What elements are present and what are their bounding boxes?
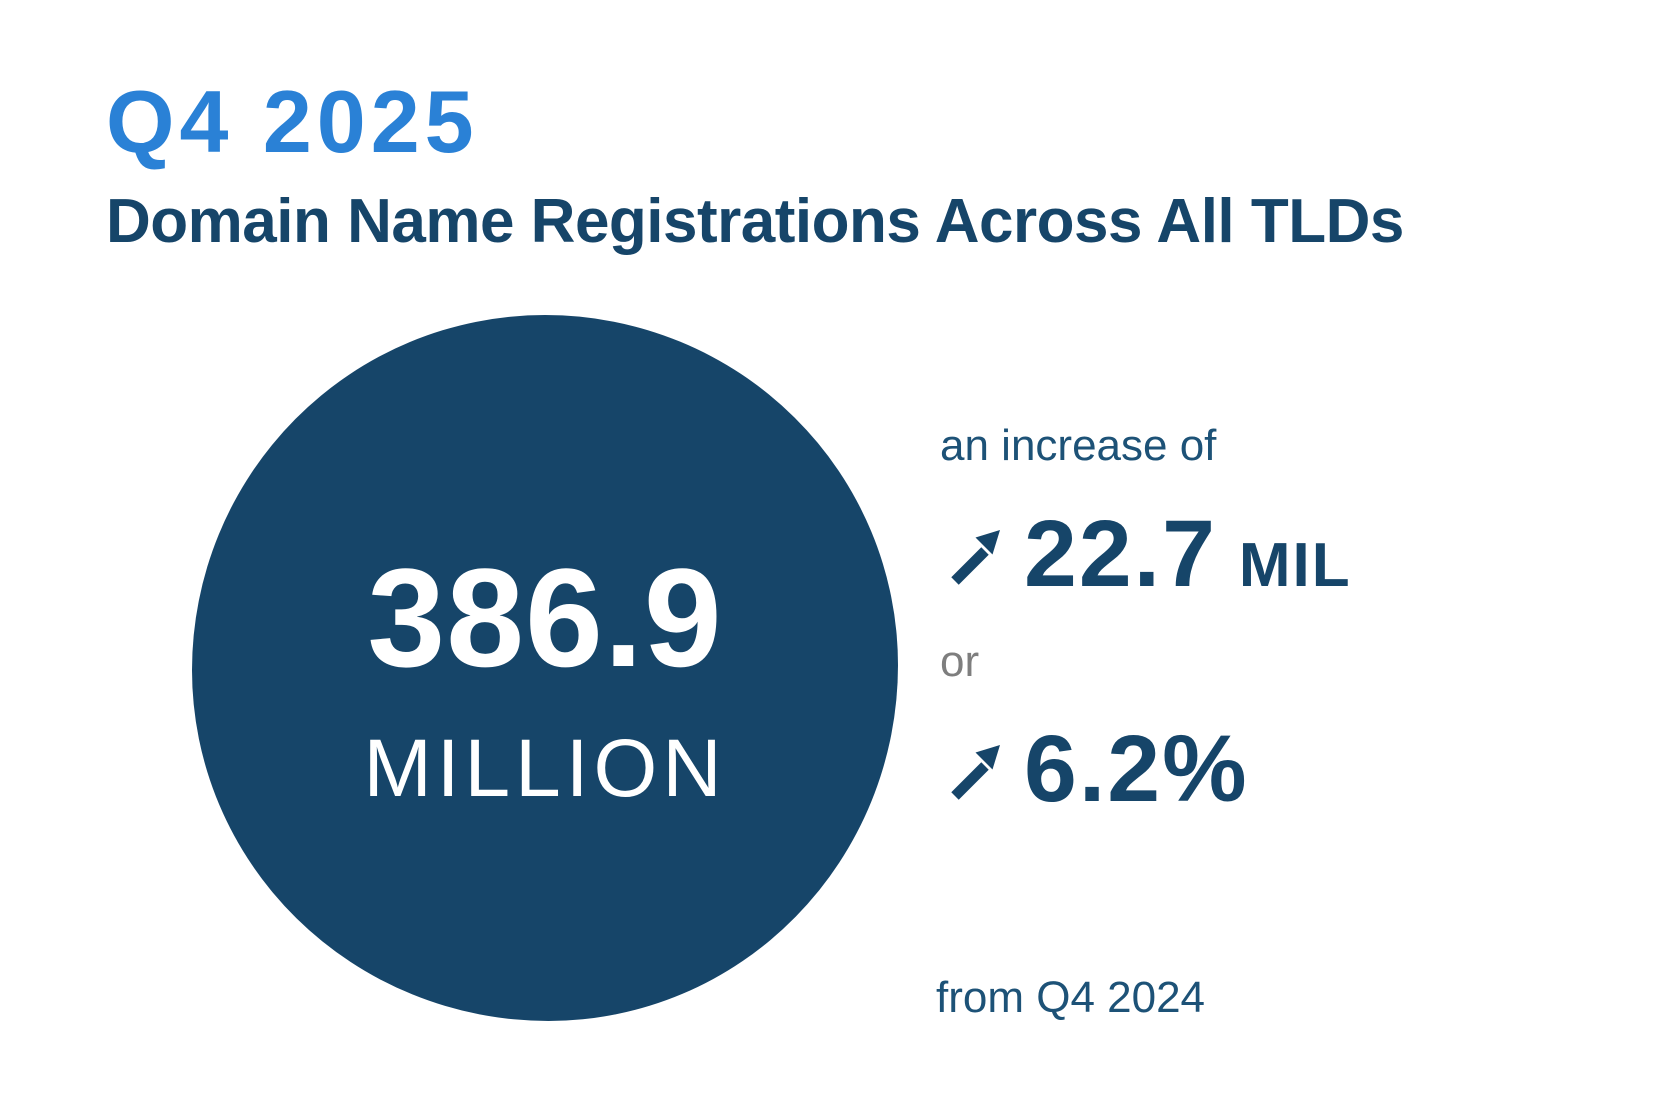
increase-absolute-unit: MIL — [1238, 531, 1352, 600]
up-right-arrow-icon — [951, 530, 1000, 585]
metric-increase-percent: 6.2% — [948, 722, 1249, 817]
metric-increase-absolute: 22.7 MIL — [948, 507, 1352, 602]
total-registrations-unit: MILLION — [363, 723, 727, 814]
or-connector-label: or — [940, 637, 980, 686]
total-registrations-circle: 386.9 MILLION — [192, 315, 898, 1021]
page-title: Domain Name Registrations Across All TLD… — [106, 187, 1404, 256]
total-registrations-value: 386.9 — [367, 539, 723, 696]
quarter-label: Q4 2025 — [106, 72, 479, 171]
comparison-period-label: from Q4 2024 — [936, 973, 1206, 1022]
increase-lead-in-label: an increase of — [940, 421, 1217, 470]
up-right-arrow-icon — [951, 745, 1000, 800]
increase-absolute-value: 22.7 — [1024, 501, 1217, 607]
increase-percent-value: 6.2% — [1024, 716, 1249, 822]
